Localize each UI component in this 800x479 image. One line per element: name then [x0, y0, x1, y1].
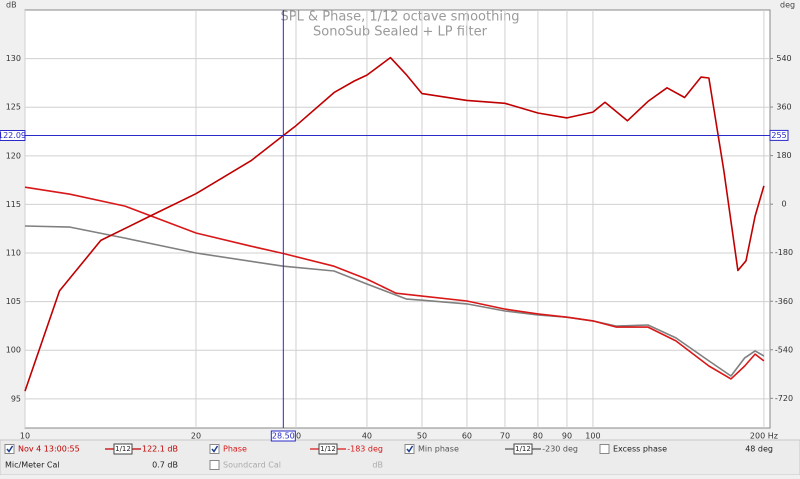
y2-tick-label: -540 — [775, 345, 793, 354]
legend-label: Excess phase — [613, 445, 667, 454]
series-line — [24, 225, 765, 377]
smoothing-label: 1/12 — [115, 445, 131, 453]
y-tick-label: 95 — [11, 394, 21, 403]
x-tick-label: 90 — [562, 432, 572, 441]
y-axis-label: dB — [6, 1, 17, 10]
y2-tick-label: 360 — [776, 103, 791, 112]
x-tick-label: 50 — [417, 432, 427, 441]
y-tick-label: 120 — [6, 151, 21, 160]
checkmark — [406, 445, 414, 453]
y-tick-label: 125 — [6, 103, 21, 112]
x-tick-label: 10 — [20, 432, 30, 441]
smoothing-icon[interactable] — [318, 443, 338, 455]
x-tick-label: 20 — [191, 432, 201, 441]
cursor-y-label: 122.09 — [0, 131, 26, 140]
legend-value: dB — [372, 461, 383, 470]
legend-label: Phase — [223, 445, 247, 454]
y-tick-label: 105 — [6, 297, 21, 306]
cursor-label-box — [769, 129, 789, 141]
plot-area — [24, 9, 771, 429]
y2-tick-label: -180 — [775, 248, 793, 257]
checkmark — [211, 445, 219, 453]
legend-label: Min phase — [418, 445, 459, 454]
x-tick-label: 30 — [291, 432, 301, 441]
y2-axis-label: deg — [780, 1, 795, 10]
cursor-label-box — [0, 129, 26, 141]
checkbox[interactable] — [404, 444, 415, 454]
checkmark — [6, 445, 14, 453]
checkbox[interactable] — [4, 444, 15, 454]
series-line — [24, 56, 765, 392]
x-tick-label: 40 — [362, 432, 372, 441]
legend-label: Soundcard Cal — [223, 461, 281, 470]
checkbox[interactable] — [209, 460, 220, 470]
legend-value: -183 deg — [347, 445, 383, 454]
smoothing-label: 1/12 — [320, 445, 336, 453]
legend-value: 122.1 dB — [142, 445, 178, 454]
smoothing-icon[interactable] — [113, 443, 133, 455]
legend-panel — [0, 439, 800, 476]
x-tick-label: 100 — [585, 432, 600, 441]
y2-tick-label: 180 — [776, 151, 791, 160]
checkbox[interactable] — [599, 444, 610, 454]
y-tick-label: 110 — [6, 249, 21, 258]
x-tick-label: 70 — [500, 432, 510, 441]
legend-value: 0.7 dB — [152, 461, 178, 470]
legend-label: Mic/Meter Cal — [5, 461, 60, 470]
y-tick-label: 100 — [6, 346, 21, 355]
y2-tick-label: -360 — [775, 297, 793, 306]
cursor-y2-label: 255 — [771, 131, 786, 140]
cursor-label-box — [270, 430, 296, 442]
chart-title: SPL & Phase, 1/12 octave smoothing — [281, 10, 520, 25]
legend-value: 48 deg — [745, 445, 773, 454]
smoothing-icon[interactable] — [513, 443, 533, 455]
y-tick-label: 130 — [6, 54, 21, 63]
legend-label: Nov 4 13:00:55 — [18, 445, 80, 454]
cursor-x-label: 28.50 — [272, 432, 295, 441]
chart-subtitle: SonoSub Sealed + LP filter — [313, 25, 488, 40]
legend-value: -230 deg — [542, 445, 578, 454]
y2-tick-label: -720 — [775, 394, 793, 403]
x-tick-label: 200 Hz — [750, 432, 778, 441]
y2-tick-label: 0 — [781, 200, 786, 209]
y2-tick-label: 540 — [776, 54, 791, 63]
y-tick-label: 115 — [6, 200, 21, 209]
series-line — [24, 186, 765, 380]
x-tick-label: 80 — [533, 432, 543, 441]
smoothing-label: 1/12 — [515, 445, 531, 453]
x-tick-label: 60 — [462, 432, 472, 441]
checkbox[interactable] — [209, 444, 220, 454]
